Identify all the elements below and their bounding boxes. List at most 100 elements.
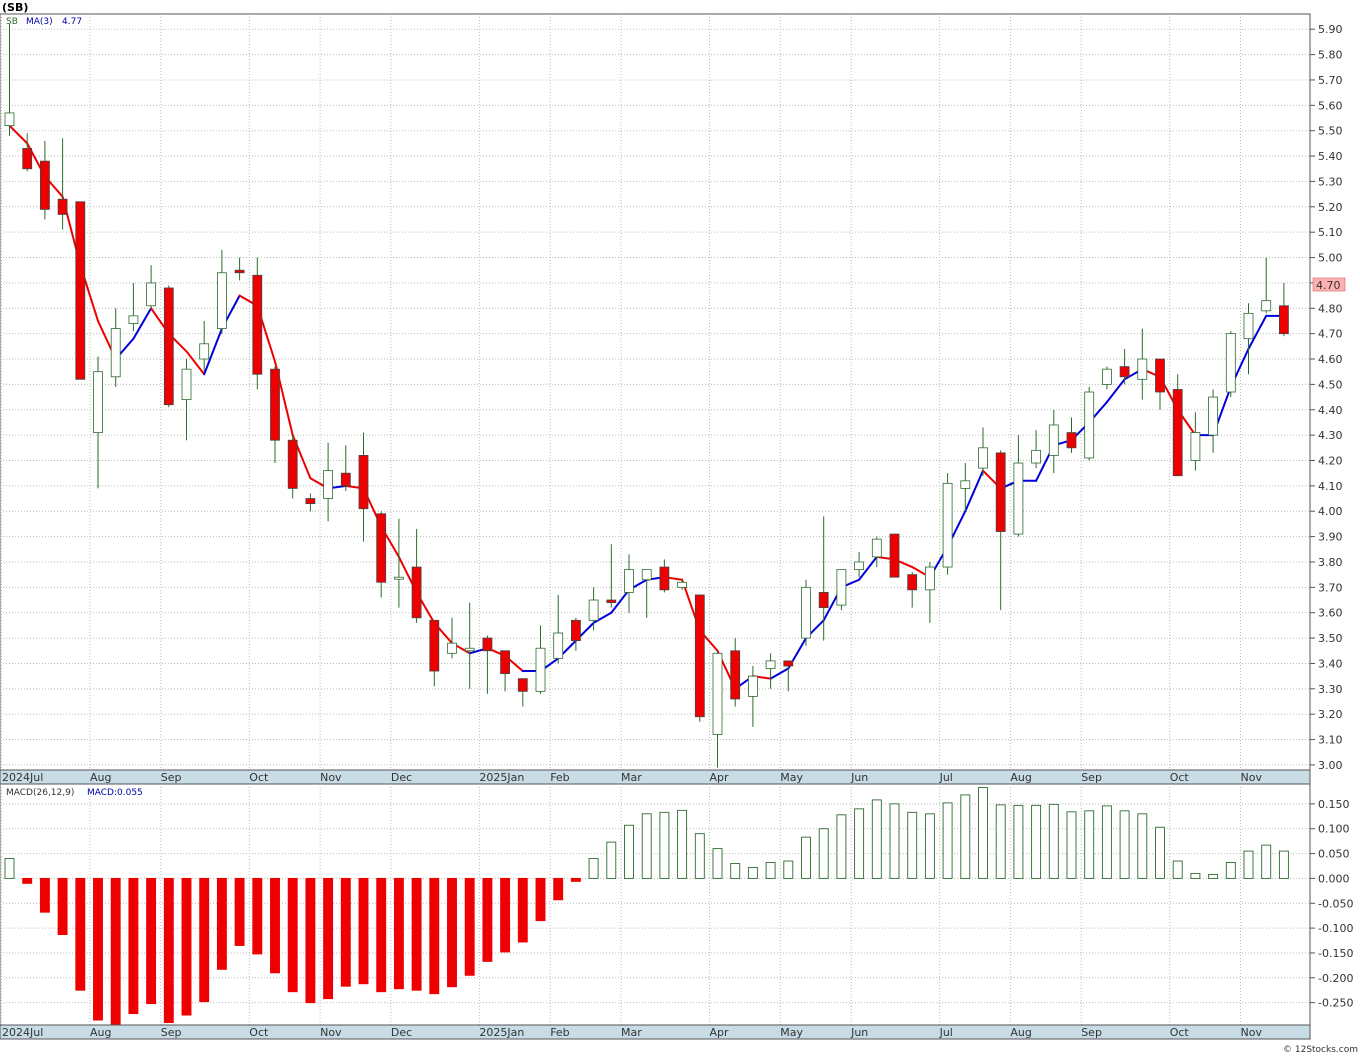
- candle-body: [376, 513, 387, 583]
- macd-bar: [1066, 811, 1077, 879]
- price-tick-label: 5.00: [1318, 252, 1343, 265]
- price-month-label: Dec: [391, 771, 412, 784]
- macd-bar: [1225, 862, 1236, 879]
- macd-bar: [252, 877, 263, 955]
- macd-month-label: Sep: [1081, 1026, 1102, 1039]
- ma3-segment: [592, 611, 613, 624]
- candle-body: [340, 472, 351, 487]
- candle-body: [181, 368, 192, 401]
- candle-body: [783, 660, 794, 667]
- price-tick-label: 5.60: [1318, 99, 1343, 112]
- price-tick-label: 5.20: [1318, 201, 1343, 214]
- macd-bar: [429, 877, 440, 995]
- candle-body: [1155, 358, 1165, 393]
- macd-bar: [606, 841, 617, 879]
- candle: [818, 516, 829, 641]
- price-tick-label: 3.10: [1318, 734, 1343, 747]
- candle-body: [712, 652, 723, 735]
- candle-body: [995, 452, 1006, 532]
- candle-body: [464, 647, 475, 652]
- candle: [836, 569, 847, 611]
- macd-tick-label: 0.100: [1318, 823, 1350, 836]
- ma3-segment: [769, 667, 790, 680]
- macd-bar: [181, 877, 192, 1016]
- macd-bar: [730, 863, 741, 879]
- candle: [234, 257, 245, 281]
- macd-bar: [641, 813, 652, 879]
- candle: [181, 359, 192, 441]
- price-month-label: Oct: [249, 771, 269, 784]
- macd-bar: [517, 877, 528, 943]
- candle-body: [571, 619, 581, 642]
- candle-body: [4, 112, 15, 127]
- macd-bar: [57, 877, 68, 936]
- price-tick-label: 3.70: [1318, 581, 1343, 594]
- ma3-segment: [185, 350, 206, 376]
- price-month-label: Mar: [621, 771, 642, 784]
- candle-body: [889, 533, 900, 578]
- candle: [783, 660, 794, 692]
- candle: [340, 445, 351, 491]
- macd-bar: [1048, 803, 1059, 879]
- candle: [960, 463, 971, 512]
- macd-bar: [110, 877, 121, 1026]
- candle: [1225, 331, 1236, 398]
- candle-body: [1119, 366, 1130, 378]
- macd-x-axis: 2024Jul Aug Sep Oct Nov Dec 2025Jan Feb Mar Apr Ma…: [2, 1026, 1262, 1039]
- candle-body: [871, 538, 882, 558]
- candle: [1279, 282, 1289, 337]
- candle-body: [40, 160, 50, 210]
- candle-body: [765, 660, 776, 669]
- candle: [4, 24, 15, 136]
- macd-bar: [1172, 860, 1183, 879]
- candle: [1208, 389, 1218, 453]
- macd-bar: [765, 862, 776, 879]
- macd-month-label: Feb: [550, 1026, 569, 1039]
- candle-body: [553, 632, 564, 659]
- candle: [871, 536, 882, 568]
- candle-body: [447, 642, 457, 654]
- candle: [447, 617, 457, 659]
- price-tick-label: 5.40: [1318, 150, 1343, 163]
- macd-bar: [1013, 804, 1024, 879]
- macd-bar: [39, 877, 50, 913]
- macd-bar: [376, 877, 387, 993]
- macd-month-label: Aug: [1010, 1026, 1031, 1039]
- candle-body: [22, 148, 33, 170]
- candle: [606, 544, 617, 608]
- macd-bar: [146, 877, 157, 1005]
- macd-bar: [22, 877, 33, 884]
- macd-bar: [570, 877, 581, 882]
- macd-bar: [500, 877, 511, 953]
- ma3-segment: [1105, 378, 1126, 404]
- macd-month-label: Nov: [1241, 1026, 1263, 1039]
- price-month-label: Sep: [1081, 771, 1102, 784]
- candle-body: [942, 482, 953, 568]
- candle: [146, 265, 157, 309]
- price-month-label: Nov: [320, 771, 342, 784]
- candle: [1048, 409, 1059, 474]
- price-tick-label: 5.70: [1318, 74, 1343, 87]
- candle-body: [1208, 396, 1218, 436]
- candle-body: [677, 581, 687, 588]
- macd-tick-label: 0.050: [1318, 848, 1350, 861]
- price-x-axis: 2024Jul Aug Sep Oct Nov Dec 2025Jan Feb Mar Apr Ma…: [2, 771, 1262, 784]
- candle-body: [801, 586, 811, 639]
- macd-bar: [978, 787, 988, 879]
- candle: [1031, 430, 1041, 469]
- candle: [93, 356, 103, 489]
- candle: [995, 450, 1006, 611]
- candle: [128, 282, 139, 332]
- price-tick-label: 4.80: [1318, 302, 1343, 315]
- legend-ma-label: MA(3): [26, 17, 53, 27]
- price-tick-label: 5.10: [1318, 226, 1343, 239]
- macd-bar: [677, 809, 688, 879]
- ma3-segment: [132, 307, 153, 340]
- candle: [624, 554, 634, 613]
- macd-month-label: 2025Jan: [479, 1026, 524, 1039]
- candle: [464, 602, 475, 689]
- macd-bar: [694, 833, 705, 879]
- price-tick-label: 4.00: [1318, 505, 1343, 518]
- price-month-label: Aug: [90, 771, 111, 784]
- candle: [694, 594, 705, 722]
